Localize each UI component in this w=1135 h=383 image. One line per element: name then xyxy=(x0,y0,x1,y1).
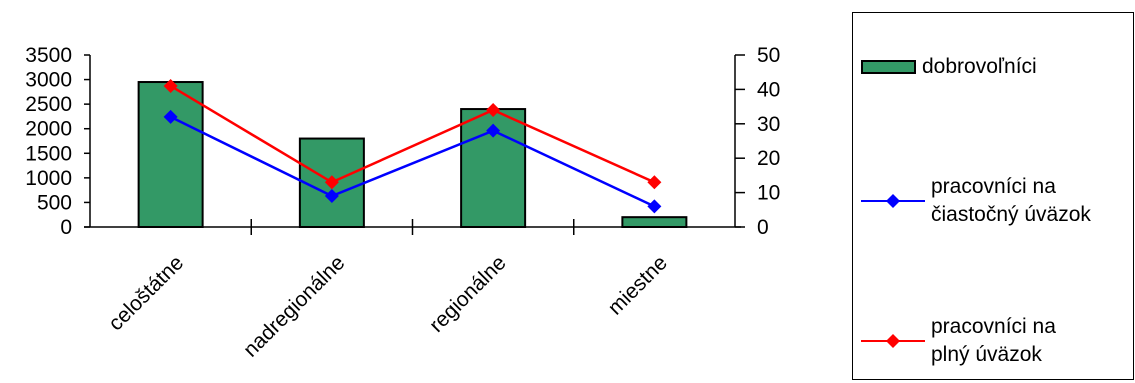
diamond-marker-icon xyxy=(886,194,900,209)
left-axis-tick-label: 2000 xyxy=(25,118,72,141)
data-point-marker xyxy=(647,175,662,190)
x-axis-tick-label: regionálne xyxy=(425,251,511,337)
legend-entry-dobrovolnici[interactable]: dobrovoľníci xyxy=(861,53,1037,81)
data-point-marker xyxy=(163,109,178,124)
x-axis-tick-label: miestne xyxy=(604,251,672,319)
legend-swatch-bar xyxy=(861,60,916,75)
legend-swatch-line-red xyxy=(861,331,925,351)
x-axis-tick-label: celoštátne xyxy=(104,251,188,335)
legend-entry-plny[interactable]: pracovníci na plný úväzok xyxy=(861,313,1056,370)
right-axis-tick-label: 10 xyxy=(757,182,780,205)
right-axis-tick-label: 0 xyxy=(757,216,769,239)
right-axis-tick-label: 40 xyxy=(757,78,780,101)
left-axis-tick-label: 3000 xyxy=(25,69,72,92)
series-line xyxy=(169,84,655,184)
legend: dobrovoľníci pracovníci na čiastočný úvä… xyxy=(852,12,1134,380)
left-axis-tick-label: 0 xyxy=(60,216,72,239)
bar xyxy=(621,216,688,229)
bar xyxy=(137,81,204,229)
data-point-marker xyxy=(324,189,339,204)
data-point-marker xyxy=(486,103,501,118)
right-axis-tick-label: 30 xyxy=(757,113,780,136)
left-axis-tick-label: 1500 xyxy=(25,142,72,165)
data-point-marker xyxy=(324,175,339,190)
chart-area: 0 500 1000 1500 2000 2500 3000 3500 0 10 20 30 40 50 c… xyxy=(25,44,780,362)
right-axis-tick-label: 20 xyxy=(757,147,780,170)
legend-label: dobrovoľníci xyxy=(922,55,1037,78)
left-axis-tick-label: 3500 xyxy=(25,44,72,67)
left-axis-tick-label: 2500 xyxy=(25,93,72,116)
left-axis-tick-label: 500 xyxy=(37,191,72,214)
legend-label: pracovníci na plný úväzok xyxy=(931,315,1056,367)
series-line xyxy=(170,115,655,208)
combo-chart: 050010001500200025003000350001020304050c… xyxy=(25,44,780,362)
diamond-marker-icon xyxy=(886,334,900,349)
data-point-marker xyxy=(163,78,178,93)
x-axis-tick-label: nadregionálne xyxy=(239,251,349,361)
right-axis-tick-label: 50 xyxy=(757,44,780,67)
legend-swatch-line-blue xyxy=(861,191,925,211)
data-point-marker xyxy=(647,199,662,214)
data-point-marker xyxy=(486,123,501,138)
legend-label: pracovníci na čiastočný úväzok xyxy=(931,175,1091,227)
legend-entry-ciastocny[interactable]: pracovníci na čiastočný úväzok xyxy=(861,173,1091,230)
left-axis-tick-label: 1000 xyxy=(25,167,72,190)
